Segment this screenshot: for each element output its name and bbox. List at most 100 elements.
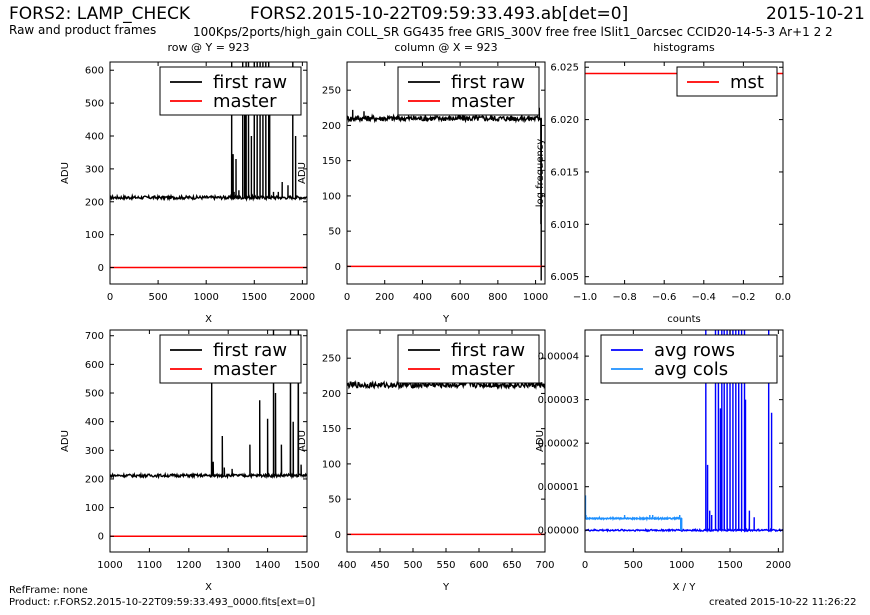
x-tick-label: 1200 — [176, 560, 201, 571]
x-axis-label: X — [205, 582, 212, 593]
series-line-avg-rows — [585, 330, 783, 533]
y-tick-label: 0.00001 — [538, 482, 579, 493]
legend-box — [397, 66, 540, 116]
series-line-first-raw — [347, 107, 542, 281]
panel-column-zoom: 400 450 500 550 600 650 700 0 50 100 150 200 250 Y ADU… — [297, 329, 555, 593]
legend-box — [600, 334, 778, 384]
x-tick-label: 500 — [403, 560, 422, 571]
x-tick-label: 1400 — [255, 560, 280, 571]
legend-box — [397, 334, 540, 384]
panel-histograms: −1.0 −0.8 −0.6 −0.4 −0.2 0.0 6.005 6.010 6.015 6.… — [535, 41, 791, 325]
y-tick-label: 250 — [322, 354, 341, 365]
x-tick-label: 400 — [337, 560, 356, 571]
x-axis-label: Y — [442, 314, 450, 325]
x-tick-label: 1000 — [193, 292, 218, 303]
y-tick-label: 200 — [322, 389, 341, 400]
series-line-first-raw — [110, 330, 307, 480]
legend-label: master — [213, 359, 277, 380]
y-tick-label: 400 — [85, 417, 104, 428]
x-tick-label: 400 — [413, 292, 432, 303]
x-axis-label: Y — [442, 582, 450, 593]
footer-product: Product: r.FORS2.2015-10-22T09:59:33.493… — [9, 597, 316, 608]
y-tick-label: 200 — [322, 121, 341, 132]
legend-label: first raw — [451, 340, 525, 361]
x-tick-label: 0 — [344, 292, 350, 303]
y-tick-label: 400 — [85, 132, 104, 143]
title-right: 2015-10-21 — [766, 4, 865, 24]
y-tick-label: 0.00003 — [538, 395, 579, 406]
axes-frame — [346, 61, 546, 285]
x-tick-label: 0 — [582, 560, 588, 571]
y-tick-label: 150 — [322, 424, 341, 435]
y-tick-label: 200 — [85, 197, 104, 208]
panel-column-full: 0 200 400 600 800 1000 0 50 100 150 200 250 column @… — [297, 41, 548, 325]
y-tick-label: 50 — [328, 495, 341, 506]
x-tick-label: 200 — [375, 292, 394, 303]
x-tick-label: 1100 — [137, 560, 162, 571]
y-tick-label: 500 — [85, 389, 104, 400]
y-axis-label: ADU — [297, 430, 308, 452]
x-tick-label: 1000 — [523, 292, 548, 303]
setup-line: 100Kps/2ports/high_gain COLL_SR GG435 fr… — [193, 25, 833, 39]
x-tick-label: 1500 — [717, 560, 742, 571]
x-tick-label: 700 — [535, 560, 554, 571]
legend-box — [159, 66, 302, 116]
y-tick-label: 100 — [85, 230, 104, 241]
y-tick-label: 700 — [85, 331, 104, 342]
legend: mst — [676, 66, 778, 97]
panel-averages: 0 500 1000 1500 2000 0.00000 0.00001 0.00002 0.0… — [535, 329, 791, 593]
y-axis-label: log frequency — [535, 139, 546, 208]
panel-title: row @ Y = 923 — [168, 41, 250, 54]
legend-label: first raw — [213, 340, 287, 361]
x-tick-label: 1500 — [294, 560, 319, 571]
x-tick-label: 550 — [436, 560, 455, 571]
x-tick-label: 650 — [502, 560, 521, 571]
footer-created: created 2015-10-22 11:26:22 — [709, 597, 857, 608]
y-tick-label: 100 — [322, 459, 341, 470]
x-tick-label: 600 — [469, 560, 488, 571]
x-tick-label: 1000 — [97, 560, 122, 571]
x-axis-label: X / Y — [673, 582, 697, 593]
panel-row-full: 0 500 1000 1500 2000 0 100 200 300 400 500 600 row @… — [60, 41, 315, 325]
y-tick-label: 250 — [322, 86, 341, 97]
x-tick-label: 1300 — [215, 560, 240, 571]
y-tick-label: 0 — [98, 532, 104, 543]
y-tick-label: 6.020 — [550, 115, 579, 126]
x-tick-label: 450 — [370, 560, 389, 571]
x-tick-label: 500 — [624, 560, 643, 571]
legend-box — [159, 334, 302, 384]
x-tick-label: −0.8 — [612, 292, 636, 303]
y-tick-label: 0 — [335, 262, 341, 273]
y-tick-label: 0.00002 — [538, 439, 579, 450]
legend-label: first raw — [213, 72, 287, 93]
x-axis-label: counts — [667, 314, 700, 325]
x-tick-label: 2000 — [290, 292, 315, 303]
x-tick-label: −1.0 — [573, 292, 597, 303]
title-left: FORS2: LAMP_CHECK — [9, 4, 191, 24]
y-tick-label: 50 — [328, 227, 341, 238]
legend-label: mst — [730, 72, 764, 93]
y-tick-label: 6.015 — [550, 167, 579, 178]
legend-label: first raw — [451, 72, 525, 93]
y-tick-label: 500 — [85, 99, 104, 110]
y-tick-label: 0.00000 — [538, 526, 579, 537]
x-axis-label: X — [205, 314, 212, 325]
y-tick-label: 0.00004 — [538, 352, 579, 363]
y-axis-label: ADU — [60, 430, 71, 452]
y-tick-label: 6.010 — [550, 220, 579, 231]
series-line-first-raw — [110, 62, 307, 202]
axes-frame — [109, 61, 308, 285]
axes-frame — [109, 329, 308, 553]
y-tick-label: 600 — [85, 66, 104, 77]
legend-label: master — [451, 359, 515, 380]
y-tick-label: 200 — [85, 474, 104, 485]
x-tick-label: 2000 — [766, 560, 791, 571]
y-axis-label: ADU — [535, 430, 546, 452]
footer-ref-frame: RefFrame: none — [9, 585, 88, 596]
y-tick-label: 600 — [85, 360, 104, 371]
y-tick-label: 300 — [85, 446, 104, 457]
